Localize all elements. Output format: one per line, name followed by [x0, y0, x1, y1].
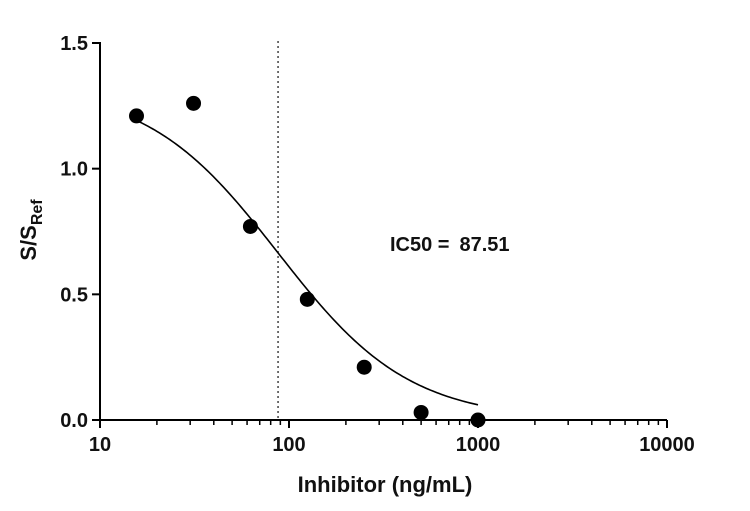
x-axis-title: Inhibitor (ng/mL)	[298, 472, 473, 497]
ic50-annotation-value: 87.51	[459, 234, 509, 256]
ic50-annotation-label: IC50 =	[390, 234, 449, 256]
data-point	[413, 404, 429, 420]
y-axis-title-main: S/S	[16, 225, 41, 260]
ic50-annotation: IC50 = 87.51	[390, 234, 510, 256]
fit-curve	[132, 118, 479, 406]
y-tick-label: 1.5	[60, 33, 88, 55]
y-tick-label: 0.0	[60, 410, 88, 432]
data-point	[242, 218, 258, 234]
x-ticks: 10 100 1000 10000	[89, 420, 695, 456]
y-tick-label: 0.5	[60, 284, 88, 306]
data-point	[356, 359, 372, 375]
data-points	[129, 95, 486, 428]
y-axis-title: S/SRef	[16, 199, 46, 261]
x-tick-label: 100	[272, 434, 305, 456]
x-tick-label: 1000	[456, 434, 501, 456]
y-tick-label: 1.0	[60, 159, 88, 181]
data-point	[299, 291, 315, 307]
x-tick-label: 10000	[639, 434, 695, 456]
x-tick-label: 10	[89, 434, 111, 456]
data-point	[470, 412, 486, 428]
data-point	[186, 95, 202, 111]
y-axis-title-subscript: Ref	[29, 199, 46, 225]
data-point	[129, 108, 145, 124]
axes	[99, 42, 667, 421]
y-ticks: 0.0 0.5 1.0 1.5	[60, 33, 100, 432]
